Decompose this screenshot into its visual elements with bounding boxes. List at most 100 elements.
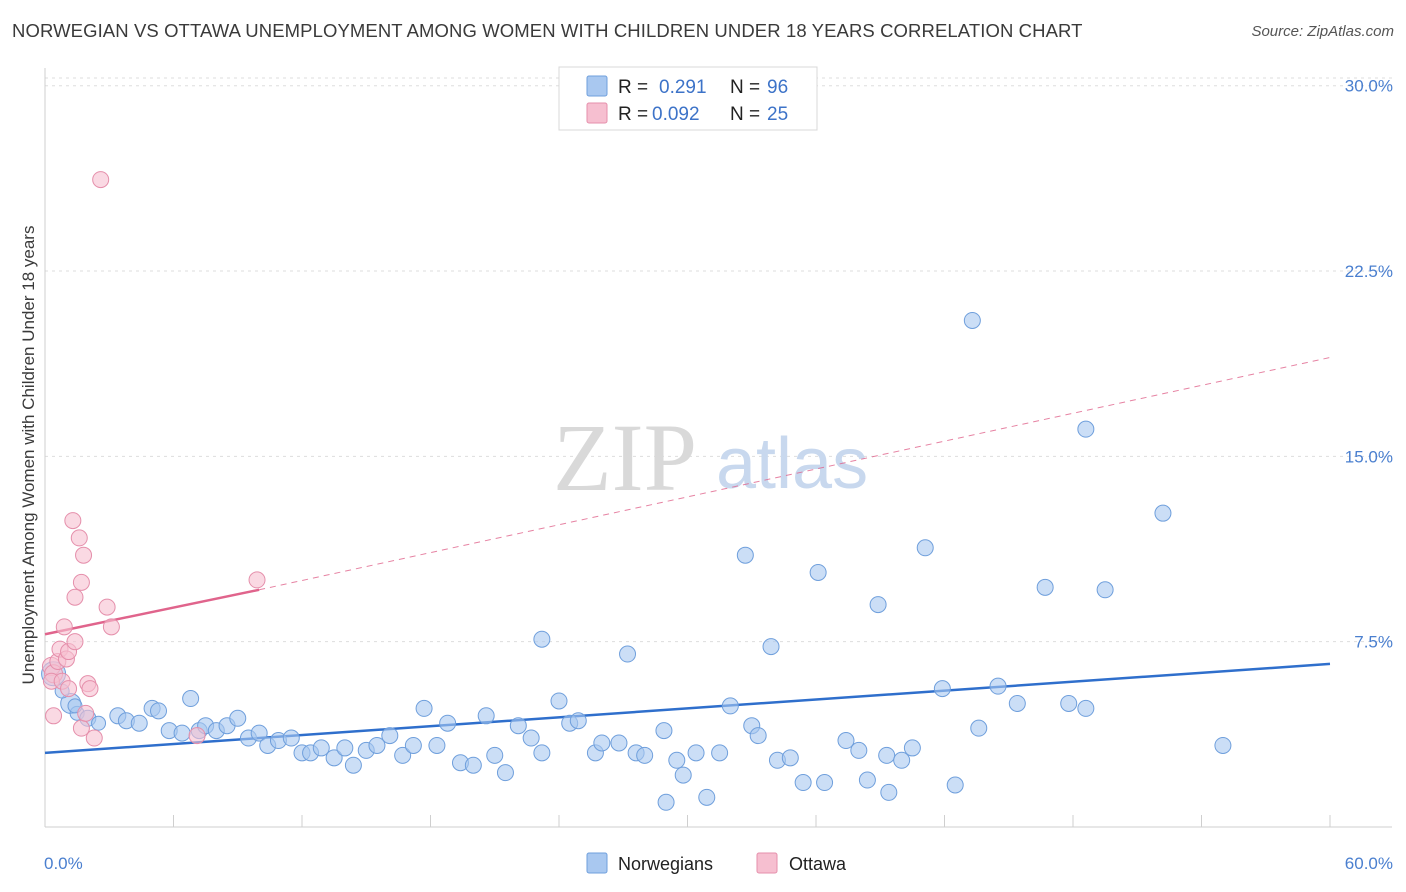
data-point-ottawa (60, 680, 78, 698)
watermark-atlas: atlas (716, 424, 868, 504)
data-point-norwegians (619, 645, 637, 663)
data-point-norwegians (150, 702, 168, 720)
data-point-norwegians (1096, 581, 1114, 599)
watermark: ZIP atlas (553, 404, 868, 511)
legend-r-value-norwegians: 0.291 (659, 77, 707, 98)
legend-n-value-ottawa: 25 (767, 104, 788, 125)
data-point-norwegians (837, 732, 855, 750)
data-point-norwegians (415, 699, 433, 717)
data-point-norwegians (182, 690, 200, 708)
data-point-ottawa (188, 727, 206, 745)
data-point-norwegians (736, 546, 754, 564)
data-point-norwegians (721, 697, 739, 715)
data-point-norwegians (464, 756, 482, 774)
data-point-norwegians (781, 749, 799, 767)
data-point-norwegians (674, 766, 692, 784)
legend-n-value-norwegians: 96 (767, 77, 788, 98)
data-point-norwegians (368, 736, 386, 754)
data-point-norwegians (336, 739, 354, 757)
trend-line-norwegians (44, 662, 1331, 755)
data-point-norwegians (250, 724, 268, 742)
data-point-norwegians (477, 707, 495, 725)
data-point-norwegians (1154, 504, 1172, 522)
data-point-norwegians (1214, 736, 1232, 754)
data-point-norwegians (893, 751, 911, 769)
data-point-norwegians (312, 739, 330, 757)
legend-swatch-ottawa (586, 102, 608, 124)
data-point-norwegians (404, 736, 422, 754)
trend-line-ottawa (44, 588, 260, 636)
data-point-norwegians (903, 739, 921, 757)
data-point-ottawa (85, 729, 103, 747)
data-point-norwegians (428, 736, 446, 754)
data-point-norwegians (970, 719, 988, 737)
bottom-legend-label-norwegians: Norwegians (618, 854, 713, 874)
data-point-norwegians (325, 749, 343, 767)
bottom-legend: Norwegians Ottawa (586, 852, 847, 874)
data-point-norwegians (878, 746, 896, 764)
y-tick-label: 15.0% (1345, 447, 1393, 466)
data-point-norwegians (533, 630, 551, 648)
data-point-ottawa (248, 571, 266, 589)
data-point-norwegians (749, 727, 767, 745)
data-point-norwegians (173, 724, 191, 742)
y-axis-title: Unemployment Among Women with Children U… (19, 226, 38, 685)
data-point-norwegians (344, 756, 362, 774)
data-point-norwegians (762, 638, 780, 656)
data-point-norwegians (933, 680, 951, 698)
data-point-norwegians (711, 744, 729, 762)
data-point-ottawa (98, 598, 116, 616)
y-tick-label: 30.0% (1345, 77, 1393, 96)
data-point-norwegians (946, 776, 964, 794)
data-point-norwegians (130, 714, 148, 732)
data-point-norwegians (989, 677, 1007, 695)
bottom-legend-label-ottawa: Ottawa (789, 854, 847, 874)
chart-source: Source: ZipAtlas.com (1251, 23, 1394, 40)
data-point-norwegians (1077, 420, 1095, 438)
grid-layer (45, 77, 1392, 643)
data-point-norwegians (698, 788, 716, 806)
data-point-norwegians (610, 734, 628, 752)
data-point-norwegians (593, 734, 611, 752)
data-point-norwegians (869, 596, 887, 614)
data-point-norwegians (657, 793, 675, 811)
legend-r-value-ottawa: 0.092 (652, 104, 700, 125)
data-point-norwegians (636, 746, 654, 764)
data-point-norwegians (816, 774, 834, 792)
bottom-legend-swatch-ottawa (756, 852, 778, 874)
data-point-norwegians (880, 783, 898, 801)
data-point-ottawa (66, 633, 84, 651)
data-point-ottawa (45, 707, 63, 725)
legend-r-label-norwegians: R = (618, 77, 648, 98)
data-point-norwegians (1008, 694, 1026, 712)
data-point-ottawa (72, 573, 90, 591)
data-point-norwegians (282, 729, 300, 747)
data-point-norwegians (486, 746, 504, 764)
data-point-norwegians (550, 692, 568, 710)
trend-line-extended-ottawa (259, 357, 1331, 591)
data-point-norwegians (394, 746, 412, 764)
legend-n-label-ottawa: N = (730, 104, 760, 125)
y-tick-label: 22.5% (1345, 262, 1393, 281)
data-point-ottawa (77, 704, 95, 722)
data-point-ottawa (75, 546, 93, 564)
data-point-norwegians (668, 751, 686, 769)
data-point-norwegians (533, 744, 551, 762)
data-point-ottawa (92, 171, 110, 189)
data-point-norwegians (229, 709, 247, 727)
axis-layer: 7.5% 15.0% 22.5% 30.0% 0.0% 60.0% (44, 68, 1393, 873)
data-point-norwegians (381, 727, 399, 745)
points-layer (41, 171, 1232, 811)
x-tick-label-min: 0.0% (44, 854, 83, 873)
data-point-norwegians (1077, 699, 1095, 717)
data-point-norwegians (509, 717, 527, 735)
chart-title: NORWEGIAN VS OTTAWA UNEMPLOYMENT AMONG W… (12, 20, 1083, 41)
data-point-norwegians (569, 712, 587, 730)
x-tick-label-max: 60.0% (1345, 854, 1393, 873)
data-point-norwegians (794, 774, 812, 792)
data-point-ottawa (81, 680, 99, 698)
legend-n-label-norwegians: N = (730, 77, 760, 98)
data-point-ottawa (66, 588, 84, 606)
data-point-ottawa (55, 618, 73, 636)
